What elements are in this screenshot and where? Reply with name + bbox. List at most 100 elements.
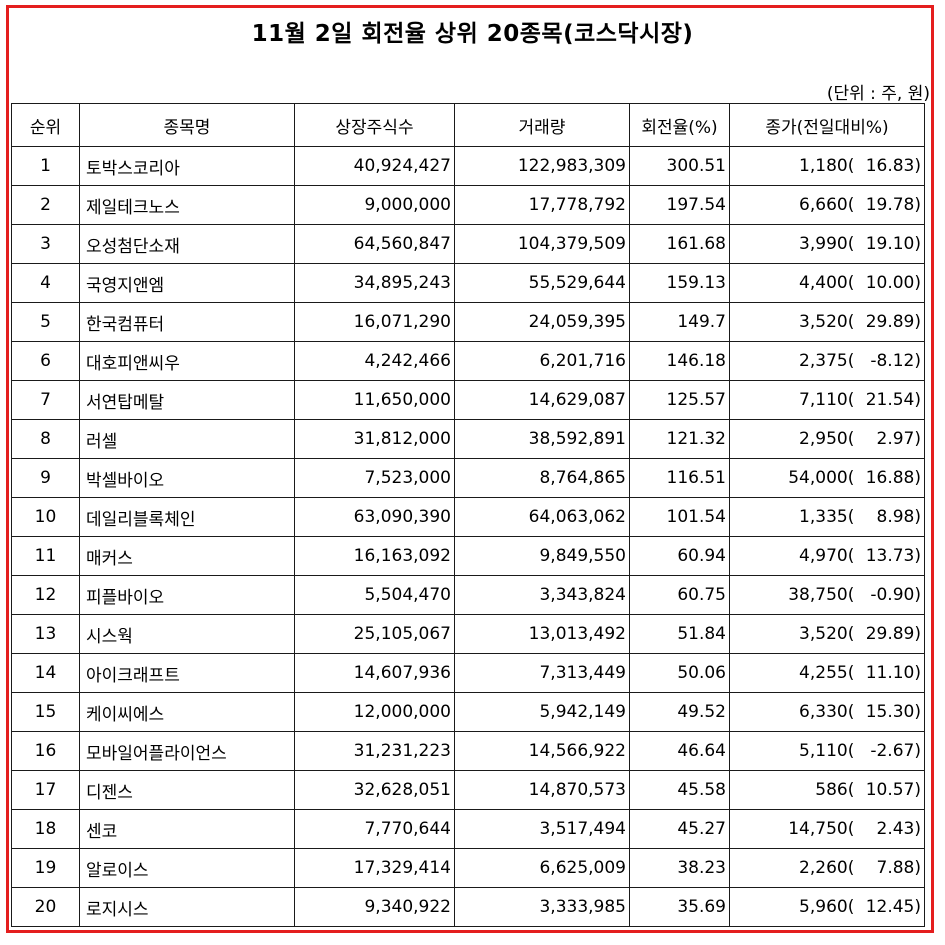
close-value: 2,375 bbox=[799, 351, 848, 371]
header-volume: 거래량 bbox=[454, 103, 630, 147]
close-value: 14,750 bbox=[788, 819, 848, 839]
cell-listed-shares: 4,242,466 bbox=[294, 341, 455, 381]
cell-stock-name: 피플바이오 bbox=[79, 575, 295, 615]
cell-close-price: 5,110(-2.67) bbox=[729, 731, 925, 771]
table-row: 7 서연탑메탈 11,650,000 14,629,087 125.57 7,110(21… bbox=[11, 380, 925, 420]
cell-volume: 9,849,550 bbox=[454, 536, 630, 576]
change-value: 19.78 bbox=[865, 195, 915, 215]
change-value: 21.54 bbox=[865, 390, 915, 410]
table-row: 17 디젠스 32,628,051 14,870,573 45.58 586(10.57) bbox=[11, 770, 925, 810]
close-value: 4,400 bbox=[799, 273, 848, 293]
cell-close-price: 2,950(2.97) bbox=[729, 419, 925, 459]
cell-close-price: 6,660(19.78) bbox=[729, 185, 925, 225]
cell-turnover: 60.75 bbox=[629, 575, 730, 615]
paren-close: ) bbox=[914, 429, 921, 449]
change-value: 7.88 bbox=[876, 858, 915, 878]
cell-listed-shares: 17,329,414 bbox=[294, 848, 455, 888]
cell-stock-name: 제일테크노스 bbox=[79, 185, 295, 225]
cell-rank: 18 bbox=[11, 809, 80, 849]
change-value: 29.89 bbox=[865, 624, 915, 644]
change-value: 16.88 bbox=[865, 468, 915, 488]
table-body: 1 토박스코리아 40,924,427 122,983,309 300.51 1,180(… bbox=[11, 146, 925, 927]
paren-open: ( bbox=[847, 507, 855, 527]
change-value: 11.10 bbox=[865, 663, 915, 683]
header-close-price: 종가(전일대비%) bbox=[729, 103, 925, 147]
cell-rank: 14 bbox=[11, 653, 80, 693]
change-value: 2.97 bbox=[876, 429, 915, 449]
cell-rank: 9 bbox=[11, 458, 80, 498]
table-row: 5 한국컴퓨터 16,071,290 24,059,395 149.7 3,520(29.… bbox=[11, 302, 925, 342]
close-value: 54,000 bbox=[788, 468, 848, 488]
paren-close: ) bbox=[914, 468, 921, 488]
paren-close: ) bbox=[914, 195, 921, 215]
cell-listed-shares: 9,000,000 bbox=[294, 185, 455, 225]
cell-rank: 10 bbox=[11, 497, 80, 537]
cell-listed-shares: 34,895,243 bbox=[294, 263, 455, 303]
paren-open: ( bbox=[847, 663, 855, 683]
paren-open: ( bbox=[847, 156, 855, 176]
cell-stock-name: 센코 bbox=[79, 809, 295, 849]
cell-rank: 13 bbox=[11, 614, 80, 654]
cell-turnover: 121.32 bbox=[629, 419, 730, 459]
cell-stock-name: 로지시스 bbox=[79, 887, 295, 927]
header-turnover: 회전율(%) bbox=[629, 103, 730, 147]
cell-turnover: 101.54 bbox=[629, 497, 730, 537]
paren-open: ( bbox=[847, 897, 855, 917]
cell-stock-name: 토박스코리아 bbox=[79, 146, 295, 186]
table-header-row: 순위 종목명 상장주식수 거래량 회전율(%) 종가(전일대비%) bbox=[11, 103, 925, 147]
paren-open: ( bbox=[847, 585, 855, 605]
cell-listed-shares: 5,504,470 bbox=[294, 575, 455, 615]
cell-close-price: 4,400(10.00) bbox=[729, 263, 925, 303]
paren-open: ( bbox=[847, 312, 855, 332]
cell-stock-name: 데일리블록체인 bbox=[79, 497, 295, 537]
cell-stock-name: 디젠스 bbox=[79, 770, 295, 810]
change-value: 10.00 bbox=[865, 273, 915, 293]
cell-stock-name: 대호피앤씨우 bbox=[79, 341, 295, 381]
table-row: 10 데일리블록체인 63,090,390 64,063,062 101.54 1,335… bbox=[11, 497, 925, 537]
change-value: 13.73 bbox=[865, 546, 915, 566]
change-value: 10.57 bbox=[865, 780, 915, 800]
cell-turnover: 149.7 bbox=[629, 302, 730, 342]
paren-close: ) bbox=[914, 507, 921, 527]
cell-turnover: 116.51 bbox=[629, 458, 730, 498]
table-row: 13 시스웍 25,105,067 13,013,492 51.84 3,520(29.8… bbox=[11, 614, 925, 654]
cell-turnover: 46.64 bbox=[629, 731, 730, 771]
table-row: 3 오성첨단소재 64,560,847 104,379,509 161.68 3,990(… bbox=[11, 224, 925, 264]
cell-listed-shares: 16,163,092 bbox=[294, 536, 455, 576]
close-value: 2,260 bbox=[799, 858, 848, 878]
cell-turnover: 159.13 bbox=[629, 263, 730, 303]
cell-volume: 104,379,509 bbox=[454, 224, 630, 264]
cell-close-price: 6,330(15.30) bbox=[729, 692, 925, 732]
paren-close: ) bbox=[914, 546, 921, 566]
cell-rank: 20 bbox=[11, 887, 80, 927]
cell-stock-name: 오성첨단소재 bbox=[79, 224, 295, 264]
close-value: 2,950 bbox=[799, 429, 848, 449]
paren-open: ( bbox=[847, 624, 855, 644]
cell-listed-shares: 14,607,936 bbox=[294, 653, 455, 693]
cell-stock-name: 러셀 bbox=[79, 419, 295, 459]
paren-close: ) bbox=[914, 780, 921, 800]
close-value: 1,180 bbox=[799, 156, 848, 176]
unit-note: (단위 : 주, 원) bbox=[826, 84, 930, 104]
table-row: 20 로지시스 9,340,922 3,333,985 35.69 5,960(12.45… bbox=[11, 887, 925, 927]
cell-rank: 15 bbox=[11, 692, 80, 732]
header-name: 종목명 bbox=[79, 103, 295, 147]
cell-close-price: 7,110(21.54) bbox=[729, 380, 925, 420]
cell-stock-name: 알로이스 bbox=[79, 848, 295, 888]
cell-volume: 55,529,644 bbox=[454, 263, 630, 303]
paren-close: ) bbox=[914, 702, 921, 722]
table-row: 8 러셀 31,812,000 38,592,891 121.32 2,950(2.97) bbox=[11, 419, 925, 459]
cell-volume: 7,313,449 bbox=[454, 653, 630, 693]
cell-volume: 14,629,087 bbox=[454, 380, 630, 420]
cell-volume: 38,592,891 bbox=[454, 419, 630, 459]
paren-open: ( bbox=[847, 351, 855, 371]
cell-rank: 2 bbox=[11, 185, 80, 225]
cell-volume: 5,942,149 bbox=[454, 692, 630, 732]
cell-listed-shares: 63,090,390 bbox=[294, 497, 455, 537]
cell-turnover: 38.23 bbox=[629, 848, 730, 888]
cell-close-price: 3,520(29.89) bbox=[729, 614, 925, 654]
table-row: 14 아이크래프트 14,607,936 7,313,449 50.06 4,255(11… bbox=[11, 653, 925, 693]
cell-volume: 6,201,716 bbox=[454, 341, 630, 381]
paren-close: ) bbox=[914, 273, 921, 293]
cell-listed-shares: 7,523,000 bbox=[294, 458, 455, 498]
